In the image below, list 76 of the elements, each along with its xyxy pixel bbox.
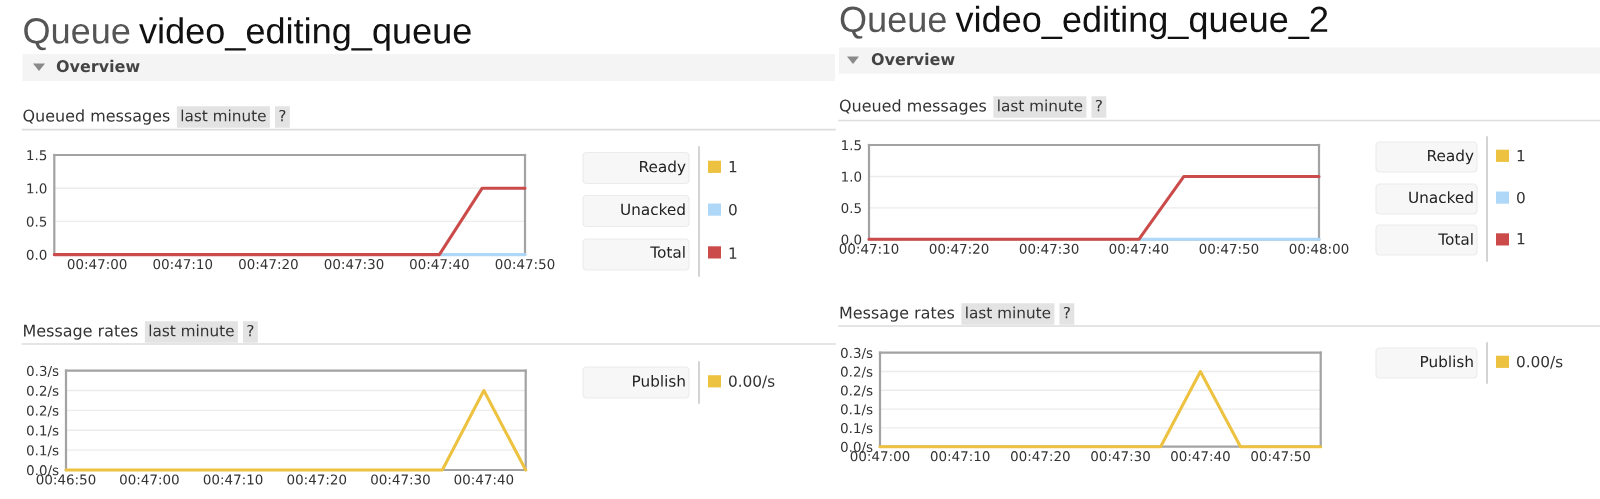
text: last minute: [181, 109, 266, 122]
text: 1: [729, 247, 737, 259]
y-tick-label: 0.1/s: [840, 404, 873, 416]
chart-title: Message rates: [840, 306, 955, 322]
text: last minute: [149, 324, 234, 337]
legend-label: Total: [650, 246, 685, 258]
y-tick-label: 1.0: [27, 183, 47, 194]
text: ?: [1063, 306, 1070, 319]
chart-title: Queued messages: [23, 109, 170, 125]
text: video_editing_queue_2: [955, 5, 1328, 40]
legend-label: Ready: [1428, 149, 1474, 165]
text: 1: [729, 161, 737, 173]
y-tick-label: 0.1/s: [840, 423, 873, 435]
text: 0.00/s: [729, 375, 775, 389]
x-tick-label: 00:47:00: [850, 451, 910, 462]
legend-label: Ready: [640, 160, 686, 176]
x-tick-label: 00:47:10: [153, 259, 213, 270]
x-tick-label: 00:47:00: [120, 474, 179, 485]
text: ?: [1095, 99, 1102, 112]
y-tick-label: 0.3/s: [840, 347, 873, 360]
text: Overview: [871, 52, 955, 66]
text: last minute: [966, 306, 1051, 319]
x-tick-label: 00:47:30: [324, 259, 384, 270]
y-tick-label: 0.2/s: [26, 385, 59, 397]
y-tick-label: 0.0: [26, 249, 47, 260]
chart-title: Queued messages: [839, 99, 987, 115]
legend-label: Unacked: [621, 203, 685, 216]
x-tick-label: 00:47:50: [495, 259, 555, 270]
text: ?: [247, 324, 254, 337]
x-tick-label: 00:47:30: [371, 474, 430, 485]
text: Queue: [840, 6, 946, 39]
x-tick-label: 00:47:40: [454, 474, 514, 485]
y-tick-label: 0.5: [26, 216, 47, 227]
y-tick-label: 1.5: [842, 140, 861, 151]
y-tick-label: 0.1/s: [26, 445, 59, 457]
text: video_editing_queue: [139, 17, 471, 51]
x-tick-label: 00:47:10: [203, 474, 263, 485]
x-tick-label: 00:47:50: [1199, 243, 1259, 254]
x-tick-label: 00:47:20: [287, 474, 347, 485]
legend-label: Publish: [1421, 355, 1473, 368]
text: 0.00/s: [1517, 355, 1563, 369]
text: 1: [1517, 233, 1525, 245]
x-tick-label: 00:47:10: [930, 451, 990, 462]
y-tick-label: 1.0: [842, 171, 862, 182]
text: Queue: [24, 18, 130, 51]
text: ?: [279, 109, 286, 122]
y-tick-label: 0.2/s: [26, 405, 59, 417]
legend-label: Unacked: [1409, 191, 1473, 204]
x-tick-label: 00:47:30: [1019, 243, 1079, 254]
y-tick-label: 0.3/s: [26, 365, 59, 378]
y-tick-label: 0.0: [841, 234, 862, 245]
text: 0: [1517, 191, 1525, 204]
x-tick-label: 00:47:10: [839, 243, 899, 254]
legend-label: Total: [1438, 233, 1473, 245]
y-tick-label: 0.5: [841, 202, 861, 214]
y-tick-label: 0.2/s: [840, 366, 873, 378]
x-tick-label: 00:47:40: [1109, 243, 1169, 254]
x-tick-label: 00:47:20: [929, 243, 989, 254]
y-tick-label: 1.5: [27, 150, 47, 161]
text: last minute: [998, 99, 1083, 112]
x-tick-label: 00:47:30: [1091, 451, 1150, 462]
x-tick-label: 00:47:40: [1171, 451, 1230, 462]
legend-label: Publish: [633, 375, 685, 387]
y-tick-label: 0.2/s: [840, 385, 873, 397]
x-tick-label: 00:47:00: [67, 259, 127, 270]
y-tick-label: 0.0/s: [840, 441, 873, 454]
text: 0: [729, 203, 737, 216]
x-tick-label: 00:47:20: [1010, 451, 1070, 462]
chart-title: Message rates: [24, 324, 138, 340]
y-tick-label: 0.1/s: [26, 425, 59, 437]
x-tick-label: 00:48:00: [1289, 243, 1349, 254]
x-tick-label: 00:47:50: [1251, 451, 1310, 462]
text: 1: [1517, 150, 1525, 162]
x-tick-label: 00:47:40: [410, 259, 469, 270]
text: Overview: [56, 59, 140, 73]
x-tick-label: 00:47:20: [239, 259, 298, 270]
